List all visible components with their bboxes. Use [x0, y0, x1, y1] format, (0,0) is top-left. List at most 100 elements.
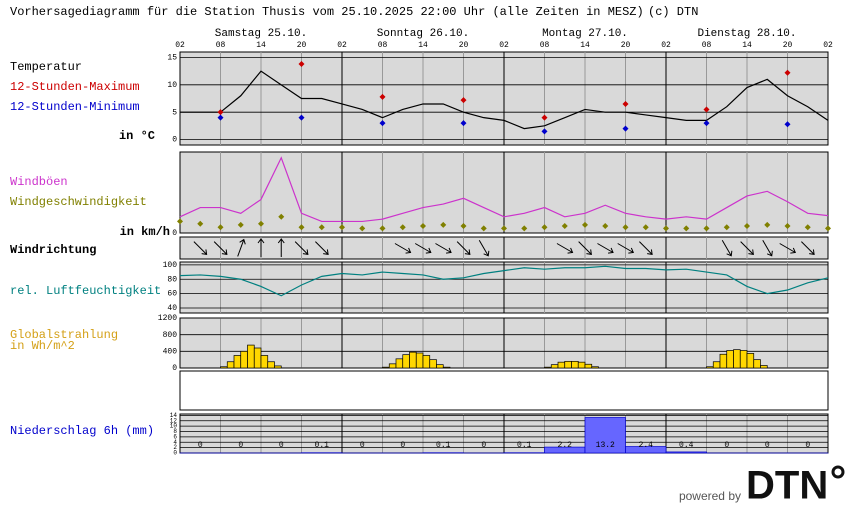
- value-label: 2.4: [639, 441, 654, 450]
- point: [784, 121, 791, 128]
- wind-arrow: [617, 243, 635, 254]
- value-label: 0: [765, 441, 770, 450]
- x-tick-label: 02: [823, 41, 833, 50]
- value-label: 0.1: [517, 441, 532, 450]
- point: [460, 223, 467, 230]
- value-label: 0.1: [436, 441, 451, 450]
- y-tick-label: 0: [173, 450, 177, 457]
- bar: [382, 366, 390, 369]
- bar: [726, 350, 734, 369]
- bar: [712, 361, 721, 369]
- wind-arrow: [721, 239, 733, 257]
- bar: [625, 446, 667, 454]
- y-tick-label: 14: [170, 412, 178, 419]
- y-tick-label: 4: [173, 439, 177, 446]
- x-tick-label: 02: [661, 41, 671, 50]
- logo-dot: [831, 465, 845, 479]
- value-label: 0: [279, 441, 284, 450]
- wind-arrow: [277, 238, 285, 257]
- point: [663, 225, 669, 232]
- y-tick-label: 8: [173, 428, 177, 435]
- point: [177, 218, 183, 225]
- point: [804, 224, 811, 231]
- point: [298, 224, 305, 231]
- day-label: Sonntag 26.10.: [377, 28, 469, 40]
- x-tick-label: 08: [702, 41, 712, 50]
- title: Vorhersagediagramm für die Station Thusi…: [10, 5, 644, 19]
- series-line: [179, 156, 829, 223]
- bar: [577, 361, 586, 369]
- x-tick-label: 08: [216, 41, 226, 50]
- bar: [247, 344, 255, 369]
- point: [703, 225, 710, 232]
- copyright: (c) DTN: [648, 5, 698, 19]
- bar: [267, 361, 275, 369]
- unit-label: in km/h: [120, 225, 170, 239]
- x-tick-label: 20: [621, 41, 631, 50]
- y-tick-label: 10: [170, 423, 178, 430]
- point: [217, 114, 224, 121]
- point: [764, 221, 771, 228]
- value-label: 0: [198, 441, 203, 450]
- bar: [733, 349, 741, 369]
- point: [622, 100, 629, 107]
- bar: [550, 364, 559, 369]
- value-label: 0: [724, 441, 729, 450]
- point: [480, 225, 487, 232]
- empty-panel: [179, 370, 829, 411]
- wind-arrow: [556, 243, 574, 254]
- value-label: 0: [238, 441, 243, 450]
- y-tick-label: 10: [167, 81, 177, 90]
- x-tick-label: 20: [297, 41, 307, 50]
- bar: [429, 359, 437, 369]
- value-label: 0.1: [315, 441, 330, 450]
- series-label: Temperatur: [10, 60, 82, 74]
- point: [217, 224, 224, 231]
- point: [561, 223, 568, 230]
- point: [683, 225, 690, 232]
- series-label: 12-Stunden-Minimum: [10, 100, 140, 114]
- y-tick-label: 40: [167, 304, 177, 313]
- point: [582, 221, 588, 228]
- x-tick-label: 14: [418, 41, 428, 50]
- wind-arrow: [414, 243, 432, 254]
- y-tick-label: 2: [173, 444, 177, 451]
- point: [460, 120, 467, 127]
- point: [784, 69, 791, 76]
- value-label: 13.2: [596, 441, 615, 450]
- point: [440, 221, 447, 228]
- wind-arrow: [578, 241, 592, 255]
- x-tick-label: 14: [742, 41, 752, 50]
- bar: [760, 365, 768, 369]
- wind-arrow: [193, 241, 208, 255]
- wind-arrow: [257, 238, 265, 257]
- wind-arrow: [639, 241, 653, 255]
- wind-arrow: [478, 239, 490, 257]
- point: [379, 225, 386, 232]
- value-label: 2.2: [558, 441, 573, 450]
- x-tick-label: 20: [459, 41, 469, 50]
- value-label: 0: [400, 441, 405, 450]
- y-tick-label: 0: [172, 136, 177, 145]
- value-label: 0: [360, 441, 365, 450]
- x-tick-label: 08: [378, 41, 388, 50]
- panels: [179, 51, 829, 454]
- y-tick-label: 800: [163, 331, 178, 340]
- point: [420, 223, 426, 230]
- wind-arrow: [213, 241, 228, 255]
- panel-label: Niederschlag 6h (mm): [10, 424, 154, 438]
- bar: [395, 358, 404, 369]
- unit-label: in °C: [119, 129, 155, 143]
- powered-by: powered by: [679, 489, 741, 503]
- point: [703, 120, 710, 127]
- bar: [442, 366, 451, 369]
- wind-arrow: [740, 241, 754, 255]
- wind-arrow: [394, 243, 412, 254]
- wind-arrow: [801, 241, 815, 255]
- y-tick-label: 6: [173, 433, 177, 440]
- bar: [571, 360, 579, 369]
- x-tick-label: 08: [540, 41, 550, 50]
- series-label: rel. Luftfeuchtigkeit: [10, 284, 161, 298]
- unit-label: in Wh/m^2: [10, 339, 75, 353]
- bar: [409, 351, 417, 369]
